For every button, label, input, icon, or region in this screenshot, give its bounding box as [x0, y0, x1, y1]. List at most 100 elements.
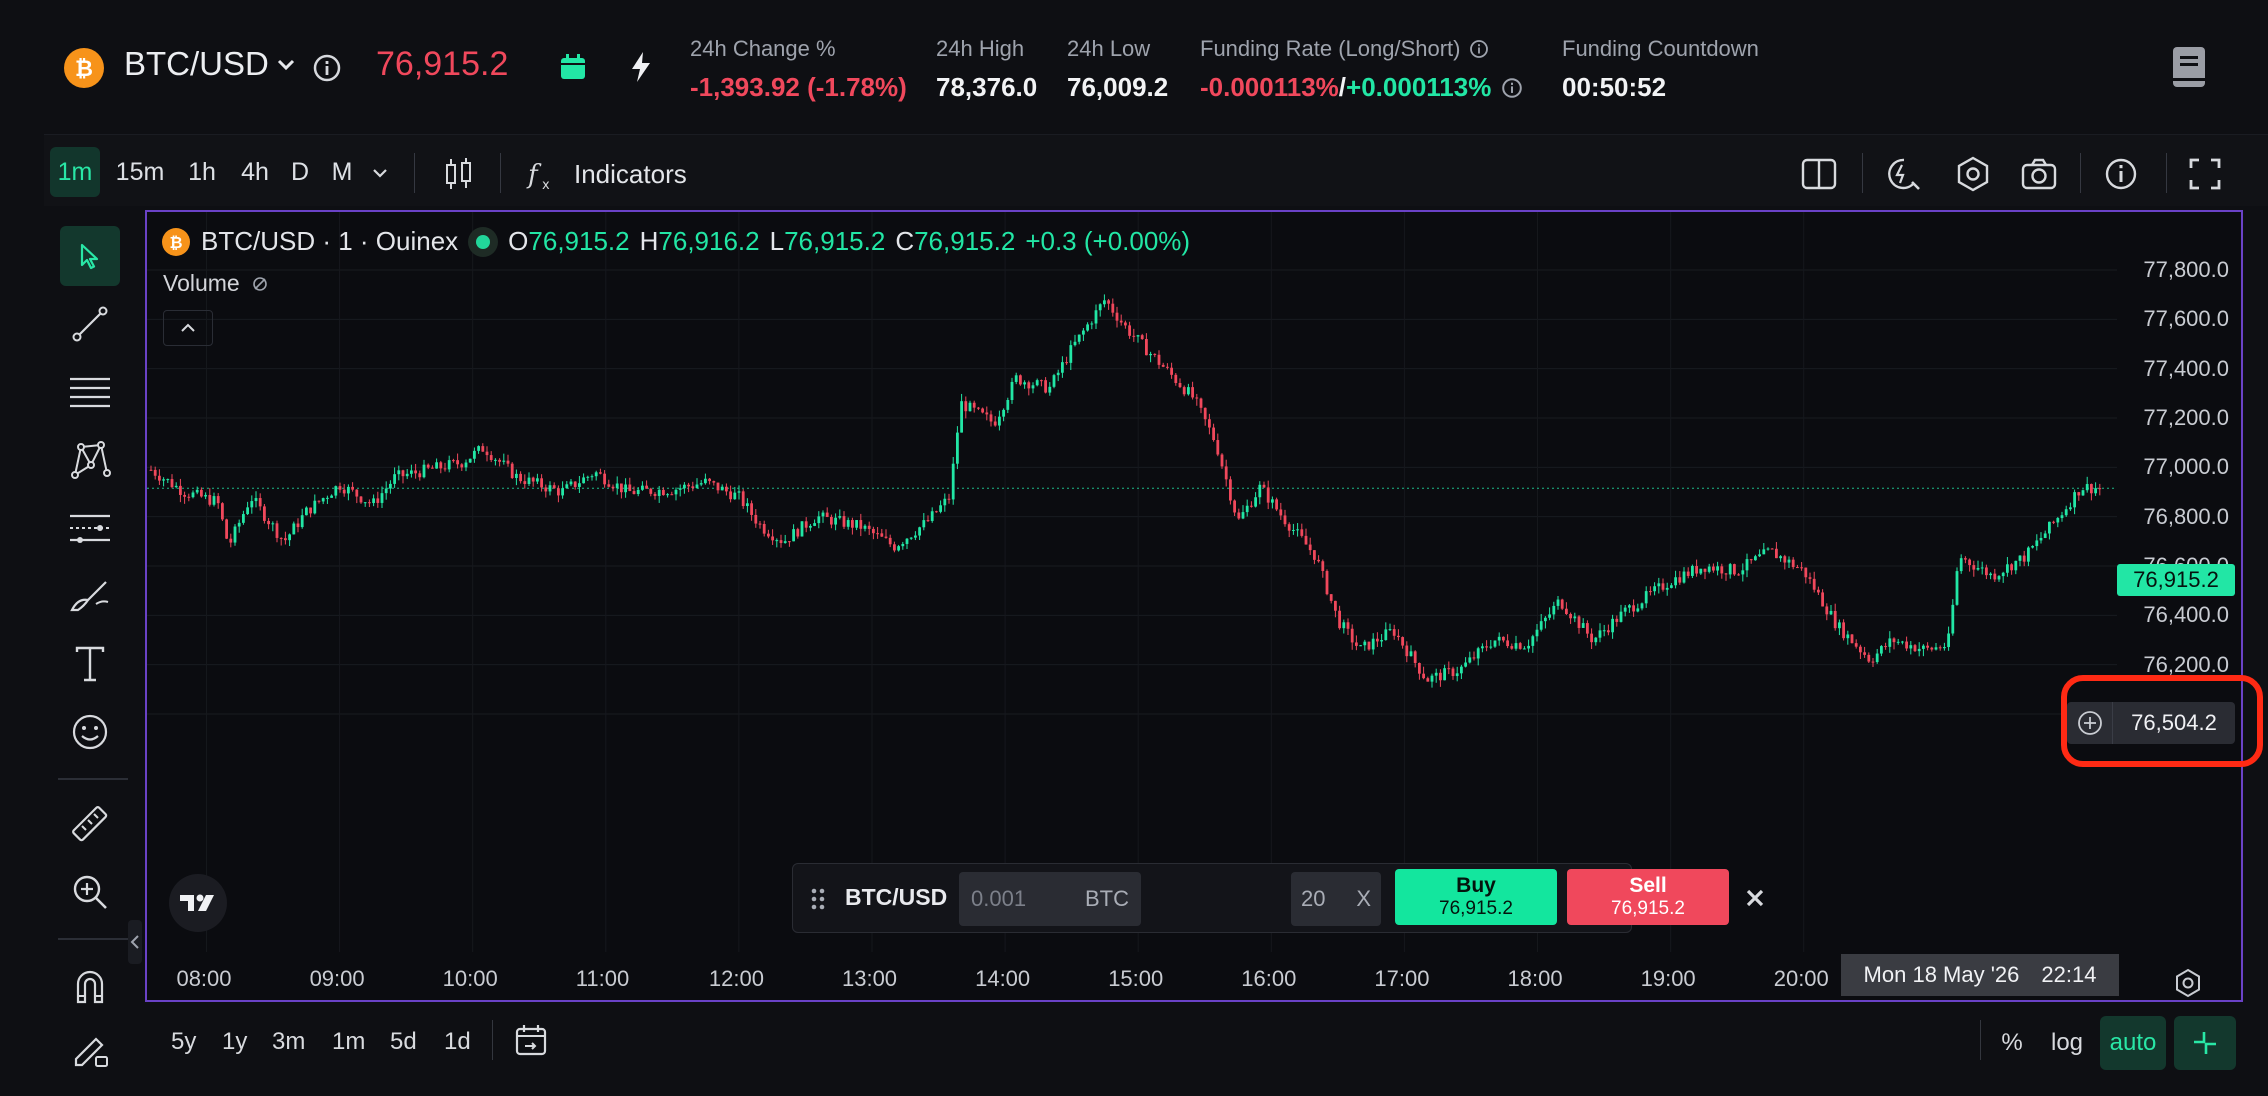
info-icon[interactable]: [311, 52, 343, 84]
candle-body: [1149, 353, 1152, 356]
range-1d[interactable]: 1d: [444, 1028, 471, 1055]
collapse-toolbar-tab[interactable]: [128, 920, 142, 964]
calendar-range-icon[interactable]: [513, 1022, 549, 1058]
hidden-eye-icon[interactable]: [252, 276, 268, 292]
range-1y[interactable]: 1y: [222, 1028, 248, 1055]
function-icon[interactable]: f x: [522, 155, 560, 193]
measure-tool[interactable]: [60, 794, 120, 854]
sell-button[interactable]: Sell 76,915.2: [1567, 869, 1729, 925]
x-tick-label: 14:00: [975, 966, 1031, 991]
candle-body: [384, 488, 388, 494]
fib-tool[interactable]: [60, 362, 120, 422]
cursor-tool[interactable]: [60, 226, 120, 286]
candle-body: [1733, 564, 1736, 575]
symbol-selector[interactable]: BTC/USD: [124, 45, 295, 83]
calendar-icon[interactable]: [558, 52, 588, 82]
buy-price: 76,915.2: [1439, 898, 1513, 919]
candle-body: [1212, 427, 1215, 441]
candles-icon[interactable]: [440, 155, 478, 193]
leverage-input[interactable]: 20 X: [1291, 872, 1381, 926]
candle-body: [1905, 641, 1908, 649]
candle-body: [1607, 630, 1610, 633]
percent-scale-button[interactable]: %: [2001, 1029, 2023, 1056]
reset-scale-button[interactable]: [2174, 1016, 2236, 1070]
candle-body: [1884, 646, 1887, 648]
magnet-icon: [76, 970, 104, 1004]
timeframe-d[interactable]: D: [290, 157, 310, 186]
candle-body: [1468, 657, 1472, 663]
fullscreen-icon[interactable]: [2186, 155, 2224, 193]
candle-body: [1497, 636, 1501, 641]
timeframe-1m[interactable]: 1m: [50, 147, 100, 197]
pattern-tool[interactable]: [60, 430, 120, 490]
auto-scale-button[interactable]: auto: [2100, 1016, 2166, 1070]
emoji-tool[interactable]: [60, 702, 120, 762]
timeframe-1h[interactable]: 1h: [188, 157, 216, 186]
quantity-input[interactable]: 0.001 BTC: [959, 872, 1141, 926]
candle-body: [426, 464, 430, 468]
candle-body: [930, 511, 934, 521]
legend-open-label: O: [508, 226, 529, 256]
candle-body: [1447, 668, 1451, 670]
candle-body: [985, 412, 989, 415]
candlestick-plot[interactable]: [147, 212, 2241, 1002]
candle-body: [2031, 546, 2034, 548]
candle-body: [477, 446, 480, 451]
timeframe-4h[interactable]: 4h: [241, 157, 269, 186]
legend-symbol: BTC/USD · 1 · Ouinex: [201, 226, 459, 256]
stat-label: 24h Low: [1067, 36, 1151, 61]
candle-body: [355, 489, 359, 497]
trendline-tool[interactable]: [60, 294, 120, 354]
chart-settings-icon[interactable]: [2173, 968, 2203, 998]
volume-indicator[interactable]: Volume: [163, 270, 268, 297]
forecast-tool[interactable]: [60, 498, 120, 558]
crosshair-price-tag[interactable]: 76,504.2: [2067, 702, 2235, 744]
candle-body: [1397, 635, 1400, 638]
indicators-button[interactable]: Indicators: [574, 159, 687, 189]
x-tick-label: 15:00: [1108, 966, 1164, 991]
range-5y[interactable]: 5y: [171, 1028, 197, 1055]
magnet-tool[interactable]: [60, 956, 120, 1016]
candle-body: [1401, 637, 1404, 646]
range-5d[interactable]: 5d: [390, 1028, 417, 1055]
range-1m[interactable]: 1m: [332, 1028, 366, 1055]
candle-body: [481, 446, 485, 452]
brush-tool[interactable]: [60, 566, 120, 626]
info-icon[interactable]: [2102, 155, 2140, 193]
candle-body: [187, 496, 191, 498]
book-icon[interactable]: [2170, 44, 2208, 90]
camera-icon[interactable]: [2020, 155, 2058, 193]
price-chart[interactable]: ₿ BTC/USD · 1 · Ouinex O76,915.2 H76,916…: [145, 210, 2243, 1002]
drag-handle-icon[interactable]: [809, 886, 827, 912]
candle-body: [1703, 568, 1707, 572]
range-3m[interactable]: 3m: [272, 1028, 306, 1055]
zoom-tool[interactable]: [60, 862, 120, 922]
text-tool[interactable]: [60, 634, 120, 694]
settings-icon[interactable]: [1954, 155, 1992, 193]
layout-icon[interactable]: [1800, 155, 1838, 193]
candle-body: [1943, 647, 1946, 649]
candle-body: [641, 485, 644, 490]
candle-body: [1636, 608, 1640, 612]
buy-button[interactable]: Buy 76,915.2: [1395, 869, 1557, 925]
close-icon[interactable]: [1741, 884, 1769, 912]
candle-body: [1686, 571, 1690, 576]
replay-icon[interactable]: [1884, 155, 1922, 193]
lock-drawing-tool[interactable]: [60, 1024, 120, 1074]
candle-body: [1699, 568, 1703, 574]
candle-body: [271, 523, 275, 525]
info-icon[interactable]: [1469, 39, 1489, 59]
timeframe-m[interactable]: M: [331, 157, 353, 186]
bolt-icon[interactable]: [628, 50, 654, 84]
log-scale-button[interactable]: log: [2050, 1029, 2084, 1056]
timeframe-15m[interactable]: 15m: [115, 157, 165, 186]
candle-body: [1325, 571, 1329, 595]
candle-body: [1787, 559, 1791, 563]
add-alert-button[interactable]: [2067, 702, 2113, 744]
collapse-legend-button[interactable]: [163, 310, 213, 346]
svg-text:x: x: [542, 178, 550, 193]
chevron-down-icon[interactable]: [370, 163, 390, 183]
candle-body: [1019, 375, 1022, 385]
info-icon[interactable]: [1501, 77, 1523, 99]
tradingview-logo[interactable]: [169, 874, 227, 932]
